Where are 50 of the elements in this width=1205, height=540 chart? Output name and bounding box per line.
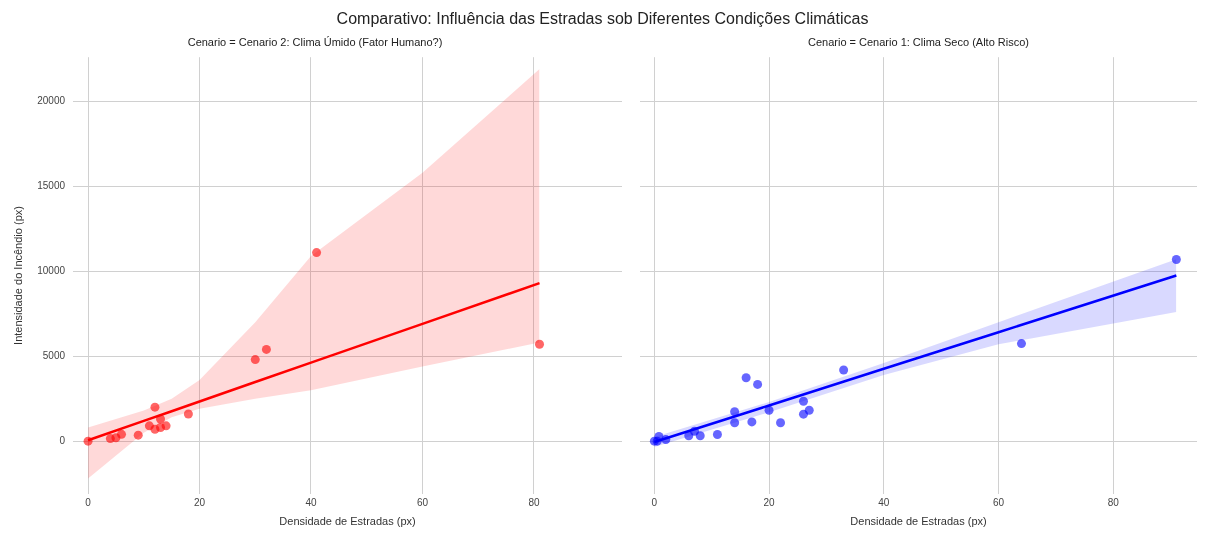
chart-title: Comparativo: Influência das Estradas sob Diferentes Condições Climáticas (335, 9, 870, 29)
y-tick-label: 0 (59, 434, 66, 446)
point (690, 426, 699, 436)
point (839, 365, 849, 375)
y-tick-label: 5000 (42, 349, 66, 361)
point (133, 430, 143, 440)
x-tick-label: 60 (992, 496, 1005, 508)
point (150, 402, 160, 412)
point (161, 421, 171, 431)
point (83, 436, 93, 446)
point (535, 339, 545, 349)
point (730, 418, 740, 428)
point (764, 405, 774, 415)
point (730, 407, 740, 417)
x-tick-label: 0 (651, 496, 658, 508)
x-axis-title: Densidade de Estradas (px) (279, 515, 416, 528)
point (798, 396, 808, 406)
y-axis-title: Intensidade do Incêndio (px) (11, 206, 24, 345)
x-tick-label: 80 (1107, 496, 1120, 508)
y-tick-label: 20000 (37, 95, 66, 107)
x-tick-label: 40 (305, 496, 317, 508)
point (741, 373, 751, 383)
x-tick-label: 0 (85, 496, 92, 508)
y-tick-label: 15000 (37, 180, 66, 192)
point (250, 355, 260, 365)
point (312, 248, 322, 258)
x-tick-label: 80 (528, 496, 540, 508)
point (776, 418, 786, 428)
point (684, 431, 694, 441)
point (117, 429, 126, 439)
point (156, 414, 166, 424)
x-tick-label: 40 (878, 496, 890, 508)
point (183, 409, 193, 419)
x-tick-label: 60 (416, 496, 429, 508)
x-axis-title: Densidade de Estradas (px) (850, 515, 987, 528)
point (712, 430, 722, 440)
x-tick-label: 20 (193, 496, 206, 508)
point (1171, 255, 1181, 265)
point (654, 431, 664, 441)
point (804, 405, 814, 415)
point (747, 417, 757, 427)
chart-subtitle: Cenario = Cenario 2: Clima Úmido (Fator Humano?) (187, 35, 443, 48)
point (753, 379, 763, 389)
point (661, 435, 671, 445)
y-tick-label: 10000 (37, 265, 66, 276)
chart-subtitle: Cenario = Cenario 1: Clima Seco (Alto Risco) (807, 35, 1030, 48)
point (261, 344, 271, 354)
point (1016, 339, 1026, 349)
point (695, 431, 705, 441)
x-tick-label: 20 (763, 496, 776, 508)
